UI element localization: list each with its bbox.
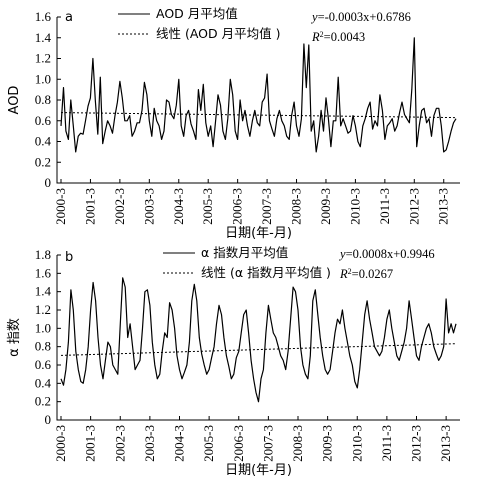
x-tick-label: 2008-3	[290, 425, 305, 462]
trend-line	[60, 112, 457, 119]
series-line	[60, 277, 457, 403]
r-squared-value: =0.0267	[352, 267, 393, 281]
x-tick-label: 2000-3	[53, 188, 68, 225]
x-tick-label: 2005-3	[201, 425, 216, 462]
r-squared: R2=0.0267	[339, 267, 393, 282]
x-tick-label: 2012-3	[409, 425, 424, 462]
x-tick-label: 2002-3	[112, 425, 127, 462]
y-tick-label: 1.2	[35, 51, 51, 66]
regression-equation: y=-0.0003x+0.6786	[310, 10, 411, 24]
x-axis-label: 日期(年-月)	[225, 226, 292, 241]
r-squared-symbol: R	[311, 30, 320, 44]
y-tick-label: 1.4	[35, 284, 52, 299]
x-tick-label: 2006-3	[231, 425, 246, 462]
x-tick-label: 2011-3	[377, 188, 392, 224]
panel-label: b	[65, 250, 73, 265]
y-tick-label: 1.6	[35, 265, 52, 280]
x-tick-label: 2000-3	[53, 425, 68, 462]
x-tick-label: 2001-3	[82, 188, 97, 225]
x-tick-label: 2013-3	[438, 425, 453, 462]
x-tick-label: 2003-3	[142, 425, 157, 462]
x-tick-label: 2007-3	[259, 188, 274, 225]
y-tick-label: 0.4	[35, 375, 52, 390]
y-tick-label: 1.2	[35, 302, 51, 317]
equation-body: =-0.0003x+0.6786	[318, 10, 411, 24]
y-tick-label: 0.4	[35, 134, 52, 149]
y-tick-label: 0.2	[35, 154, 51, 169]
equation-y: y	[310, 10, 318, 24]
legend-label: 线性 (α 指数月平均值 )	[201, 265, 331, 280]
x-tick-label: 2008-3	[289, 188, 304, 225]
x-tick-label: 2004-3	[171, 188, 186, 225]
y-tick-label: 0.8	[35, 339, 51, 354]
x-tick-label: 2010-3	[347, 188, 362, 225]
x-tick-label: 2003-3	[141, 188, 156, 225]
legend-label: 线性 (AOD 月平均值 )	[156, 26, 280, 41]
y-tick-label: 0	[45, 412, 52, 427]
x-tick-label: 2001-3	[83, 425, 98, 462]
y-tick-label: 1.6	[35, 9, 52, 24]
y-tick-label: 1.8	[35, 247, 51, 262]
x-tick-label: 2005-3	[200, 188, 215, 225]
y-tick-label: 0.6	[35, 357, 52, 372]
x-tick-label: 2009-3	[318, 188, 333, 225]
y-tick-label: 0.6	[35, 113, 52, 128]
x-tick-label: 2007-3	[260, 425, 275, 462]
y-tick-label: 0.2	[35, 394, 51, 409]
panel-label: a	[65, 10, 73, 25]
y-tick-label: 0.8	[35, 92, 51, 107]
chart-panel-b: 0 0.2 0.4 0.6 0.8 1.0 1.2 1.4 1.6 1.8 2000-3 2001-3…	[7, 245, 460, 478]
trend-line	[60, 343, 457, 356]
chart-panel-a: 0 0.2 0.4 0.6 0.8 1.0 1.2 1.4 1.6 2000-3 2001-3 200…	[7, 6, 460, 241]
legend-label: α 指数月平均值	[201, 245, 288, 260]
x-axis-label: 日期(年-月)	[225, 463, 292, 478]
equation-body: =0.0008x+0.9946	[346, 247, 435, 261]
x-tick-label: 2002-3	[112, 188, 127, 225]
equation-y: y	[338, 247, 346, 261]
r-squared: R2=0.0043	[311, 30, 365, 45]
r-squared-exponent: 2	[348, 267, 352, 276]
legend-label: AOD 月平均值	[156, 6, 238, 21]
x-tick-label: 2013-3	[436, 188, 451, 225]
y-tick-label: 1.0	[35, 320, 51, 335]
x-tick-label: 2006-3	[230, 188, 245, 225]
x-tick-label: 2004-3	[172, 425, 187, 462]
y-tick-label: 1.4	[35, 30, 52, 45]
y-tick-label: 0	[45, 175, 52, 190]
r-squared-exponent: 2	[320, 30, 324, 39]
series-line	[60, 37, 457, 153]
y-tick-label: 1.0	[35, 71, 51, 86]
y-axis-label: α 指数	[7, 318, 22, 357]
x-tick-label: 2009-3	[320, 425, 335, 462]
x-tick-label: 2011-3	[379, 425, 394, 461]
regression-equation: y=0.0008x+0.9946	[338, 247, 435, 261]
x-tick-label: 2010-3	[349, 425, 364, 462]
r-squared-value: =0.0043	[324, 30, 365, 44]
x-tick-label: 2012-3	[406, 188, 421, 225]
r-squared-symbol: R	[339, 267, 348, 281]
y-axis-label: AOD	[7, 86, 22, 115]
